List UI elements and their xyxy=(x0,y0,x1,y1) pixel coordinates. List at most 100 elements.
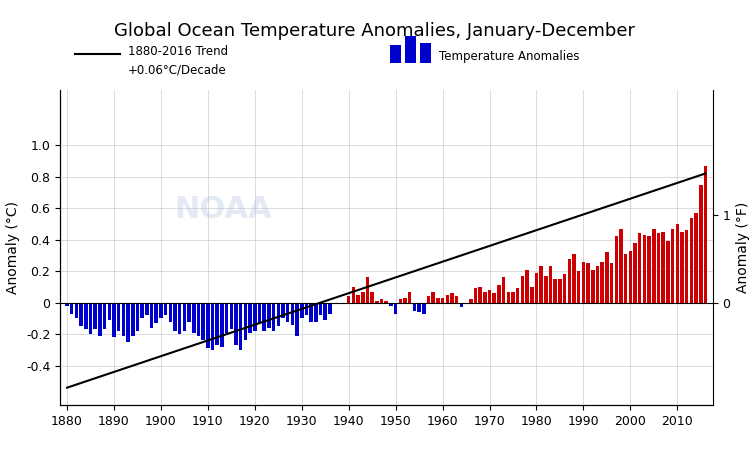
Bar xyxy=(662,232,665,302)
Bar xyxy=(446,295,449,302)
Bar xyxy=(159,302,163,319)
Bar xyxy=(244,302,248,340)
Bar xyxy=(272,302,275,331)
Bar xyxy=(173,302,177,331)
Bar xyxy=(614,237,618,302)
Bar xyxy=(202,302,205,340)
Bar xyxy=(460,302,463,307)
Bar xyxy=(131,302,134,336)
Bar xyxy=(220,302,224,346)
Bar xyxy=(562,274,566,302)
Bar xyxy=(370,292,374,302)
Bar xyxy=(670,229,674,302)
Text: Global Ocean Temperature Anomalies, January-December: Global Ocean Temperature Anomalies, Janu… xyxy=(115,22,635,40)
Text: +0.06°C/Decade: +0.06°C/Decade xyxy=(128,63,226,76)
Y-axis label: Anomaly (°F): Anomaly (°F) xyxy=(736,202,750,293)
Bar xyxy=(319,302,322,315)
Bar xyxy=(188,302,190,321)
Bar xyxy=(70,302,74,314)
Bar xyxy=(140,302,144,319)
Bar xyxy=(126,302,130,342)
Bar xyxy=(512,292,515,302)
Bar xyxy=(666,241,670,302)
Bar xyxy=(94,302,97,329)
Bar xyxy=(483,292,487,302)
Bar xyxy=(586,263,590,302)
Bar xyxy=(398,300,402,302)
Bar xyxy=(88,302,92,334)
Bar xyxy=(107,302,111,320)
Bar xyxy=(169,302,172,321)
Bar xyxy=(277,302,280,326)
Bar xyxy=(591,270,595,302)
Bar xyxy=(643,235,646,302)
Bar xyxy=(427,296,430,302)
Bar xyxy=(638,233,641,302)
Bar xyxy=(657,233,660,302)
Bar xyxy=(497,285,501,302)
Bar xyxy=(699,184,703,302)
Bar xyxy=(506,292,510,302)
Bar xyxy=(441,298,444,302)
Bar xyxy=(554,279,557,302)
Bar xyxy=(568,258,571,302)
Bar xyxy=(544,276,548,302)
Bar xyxy=(323,302,327,320)
Bar xyxy=(633,243,637,302)
Bar xyxy=(572,254,576,302)
Bar xyxy=(196,302,200,336)
Bar xyxy=(394,302,398,314)
Bar xyxy=(530,287,533,302)
Bar xyxy=(413,302,416,310)
Bar xyxy=(450,293,454,302)
Bar xyxy=(145,302,148,315)
Bar xyxy=(192,302,196,333)
Bar xyxy=(605,252,609,302)
Bar xyxy=(234,302,238,345)
Bar xyxy=(262,302,266,331)
Bar xyxy=(258,302,261,323)
Bar xyxy=(361,292,364,302)
Bar xyxy=(328,302,332,314)
Bar xyxy=(183,302,186,331)
Bar xyxy=(408,292,412,302)
Bar xyxy=(493,293,496,302)
Bar xyxy=(676,224,679,302)
Bar xyxy=(620,229,622,302)
Bar xyxy=(248,302,252,333)
Bar xyxy=(380,300,383,302)
Bar xyxy=(290,302,294,325)
Bar xyxy=(577,271,580,302)
Bar xyxy=(230,302,233,329)
Bar xyxy=(80,302,83,326)
Bar xyxy=(136,302,140,331)
Bar xyxy=(356,295,360,302)
Bar xyxy=(478,287,482,302)
Bar xyxy=(98,302,102,336)
Bar xyxy=(267,302,271,328)
Bar xyxy=(65,302,69,306)
Bar xyxy=(685,230,688,302)
Y-axis label: Anomaly (°C): Anomaly (°C) xyxy=(6,201,20,294)
Bar xyxy=(549,266,552,302)
Bar xyxy=(225,302,229,333)
Bar xyxy=(694,213,698,302)
Bar xyxy=(296,302,298,336)
Bar xyxy=(253,302,257,331)
Bar xyxy=(150,302,153,328)
Bar xyxy=(464,302,468,304)
Bar xyxy=(211,302,214,350)
Bar xyxy=(596,266,599,302)
Bar xyxy=(347,296,350,302)
Bar xyxy=(436,298,439,302)
Bar xyxy=(520,276,524,302)
Bar xyxy=(689,217,693,302)
Bar xyxy=(431,292,435,302)
Bar xyxy=(304,302,308,315)
Bar xyxy=(375,301,379,302)
Bar xyxy=(647,237,651,302)
Bar xyxy=(314,302,317,321)
Bar xyxy=(516,288,520,302)
Bar xyxy=(582,262,585,302)
Bar xyxy=(525,270,529,302)
